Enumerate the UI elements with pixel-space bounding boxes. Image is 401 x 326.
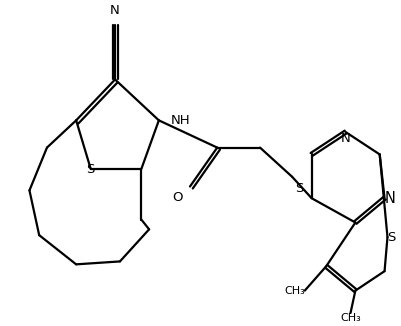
Text: O: O <box>172 191 183 204</box>
Text: N: N <box>340 132 350 145</box>
Text: NH: NH <box>170 114 190 127</box>
Text: CH₃: CH₃ <box>339 313 360 323</box>
Text: S: S <box>86 162 95 175</box>
Text: N: N <box>384 191 395 206</box>
Text: CH₃: CH₃ <box>284 286 304 296</box>
Text: S: S <box>387 230 395 244</box>
Text: S: S <box>294 182 303 195</box>
Text: N: N <box>110 4 119 17</box>
